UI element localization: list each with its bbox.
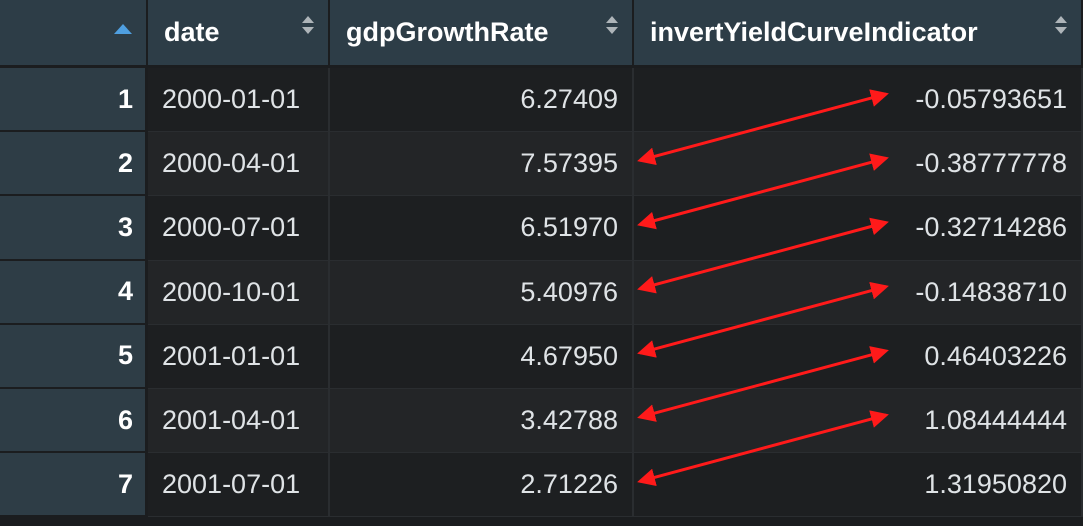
table-row: 7 2001-07-01 2.71226 1.31950820 <box>0 453 1083 518</box>
table-row: 4 2000-10-01 5.40976 -0.14838710 <box>0 260 1083 325</box>
header-row: date gdpGrowthRate invertYieldCurveIndic… <box>0 0 1083 68</box>
row-index: 4 <box>0 260 148 325</box>
indicator-cell: -0.38777778 <box>634 132 1083 197</box>
indicator-cell: 0.46403226 <box>634 324 1083 389</box>
date-cell: 2000-04-01 <box>148 132 330 197</box>
gdp-growth-rate-cell: 4.67950 <box>330 324 634 389</box>
column-header-label: gdpGrowthRate <box>346 17 549 47</box>
row-index-header[interactable] <box>0 0 148 68</box>
row-index: 1 <box>0 68 148 133</box>
gdp-growth-rate-cell: 3.42788 <box>330 388 634 454</box>
date-cell: 2001-04-01 <box>148 388 330 454</box>
table-row: 3 2000-07-01 6.51970 -0.32714286 <box>0 196 1083 261</box>
column-header-gdp-growth-rate[interactable]: gdpGrowthRate <box>330 0 634 68</box>
table-row: 1 2000-01-01 6.27409 -0.05793651 <box>0 68 1083 133</box>
sort-ascending-icon[interactable] <box>114 24 132 34</box>
indicator-cell: 1.31950820 <box>634 453 1083 518</box>
gdp-growth-rate-cell: 6.27409 <box>330 68 634 133</box>
date-cell: 2001-01-01 <box>148 324 330 389</box>
row-index: 3 <box>0 196 148 261</box>
sort-toggle-icon[interactable] <box>1055 14 1067 38</box>
row-index: 6 <box>0 388 148 454</box>
gdp-growth-rate-cell: 6.51970 <box>330 196 634 261</box>
gdp-growth-rate-cell: 5.40976 <box>330 260 634 325</box>
indicator-cell: -0.14838710 <box>634 260 1083 325</box>
column-header-invert-yield-curve-indicator[interactable]: invertYieldCurveIndicator <box>634 0 1083 68</box>
table-row: 5 2001-01-01 4.67950 0.46403226 <box>0 324 1083 389</box>
indicator-cell: 1.08444444 <box>634 388 1083 454</box>
row-index: 7 <box>0 453 148 518</box>
indicator-cell: -0.05793651 <box>634 68 1083 133</box>
indicator-cell: -0.32714286 <box>634 196 1083 261</box>
sort-toggle-icon[interactable] <box>302 14 314 38</box>
column-header-date[interactable]: date <box>148 0 330 68</box>
sort-toggle-icon[interactable] <box>606 14 618 38</box>
column-header-label: invertYieldCurveIndicator <box>650 17 978 47</box>
gdp-growth-rate-cell: 2.71226 <box>330 453 634 518</box>
date-cell: 2000-07-01 <box>148 196 330 261</box>
row-index: 2 <box>0 132 148 197</box>
table-row: 2 2000-04-01 7.57395 -0.38777778 <box>0 132 1083 197</box>
column-header-label: date <box>164 17 220 47</box>
gdp-growth-rate-cell: 7.57395 <box>330 132 634 197</box>
date-cell: 2000-01-01 <box>148 68 330 133</box>
date-cell: 2000-10-01 <box>148 260 330 325</box>
table-row: 6 2001-04-01 3.42788 1.08444444 <box>0 388 1083 454</box>
date-cell: 2001-07-01 <box>148 453 330 518</box>
row-index: 5 <box>0 324 148 389</box>
